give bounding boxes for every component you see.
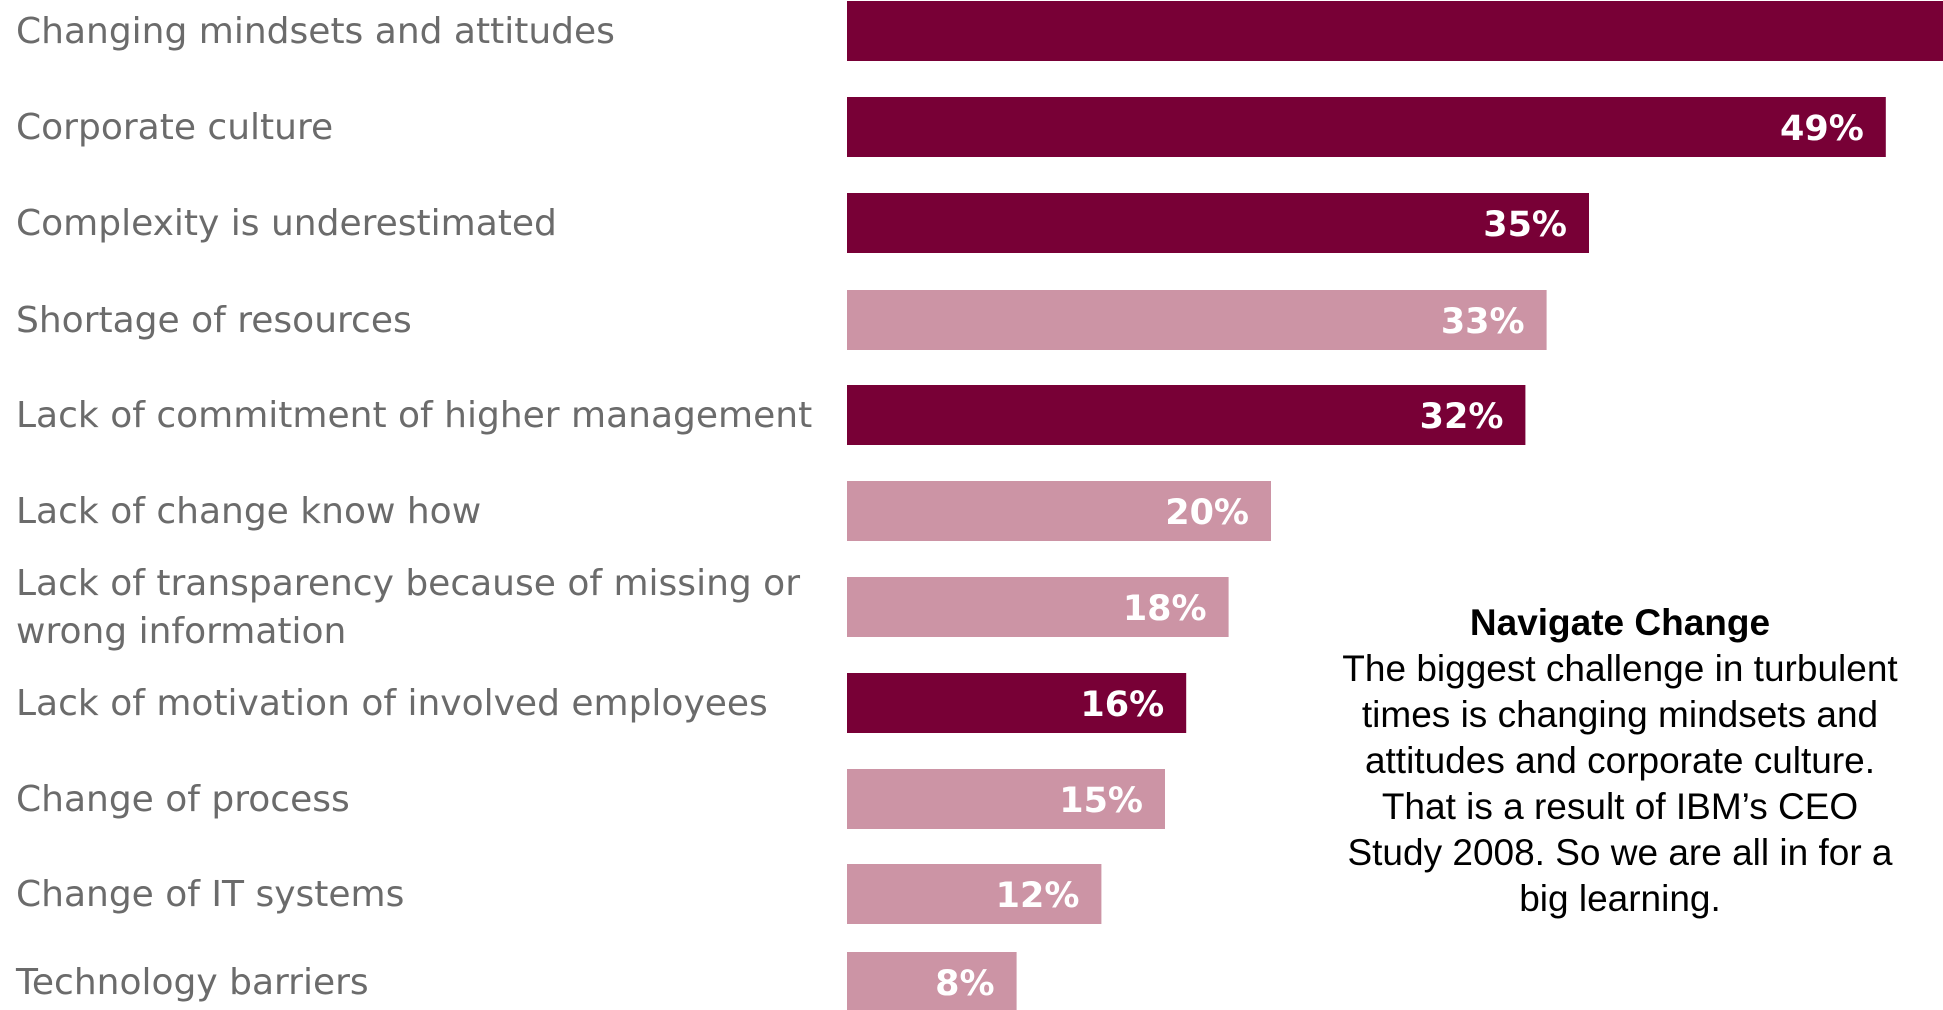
bar-5 (847, 385, 1526, 445)
category-label-2: Corporate culture (16, 107, 333, 148)
bar-value-label-9: 15% (1059, 781, 1143, 821)
bar-value-label-3: 35% (1483, 205, 1567, 245)
bar-7 (847, 577, 1229, 637)
bar-value-label-4: 33% (1441, 302, 1525, 342)
bar-value-label-7: 18% (1123, 589, 1207, 629)
category-label-7-line-1: Lack of transparency because of missing … (16, 563, 800, 604)
annotation-body: The biggest challenge in turbulent times… (1342, 648, 1898, 919)
bar-2 (847, 97, 1886, 157)
bar-9 (847, 769, 1165, 829)
bar-11 (847, 952, 1017, 1010)
bar-8 (847, 673, 1187, 733)
category-label-10: Change of IT systems (16, 874, 404, 915)
category-label-7-line-2: wrong information (16, 611, 346, 652)
bar-6 (847, 481, 1271, 541)
category-label-1: Changing mindsets and attitudes (16, 11, 615, 52)
annotation-title: Navigate Change (1469, 602, 1771, 643)
category-label-6: Lack of change know how (16, 491, 481, 532)
category-label-4: Shortage of resources (16, 300, 412, 341)
bar-value-label-2: 49% (1780, 109, 1864, 149)
category-label-9: Change of process (16, 779, 350, 820)
annotation-box: Navigate Change The biggest challenge in… (1230, 600, 1943, 922)
category-label-5: Lack of commitment of higher management (16, 395, 812, 436)
bar-4 (847, 290, 1547, 350)
bar-value-label-10: 12% (996, 876, 1080, 916)
bar-3 (847, 193, 1589, 253)
bar-value-label-5: 32% (1420, 397, 1504, 437)
category-label-3: Complexity is underestimated (16, 203, 557, 244)
category-label-8: Lack of motivation of involved employees (16, 683, 768, 724)
bar-value-label-6: 20% (1165, 493, 1249, 533)
bar-value-label-8: 16% (1080, 685, 1164, 725)
bar-value-label-11: 8% (935, 964, 994, 1004)
category-label-11: Technology barriers (15, 962, 369, 1003)
bar-10 (847, 864, 1102, 924)
bar-1 (847, 1, 1943, 61)
